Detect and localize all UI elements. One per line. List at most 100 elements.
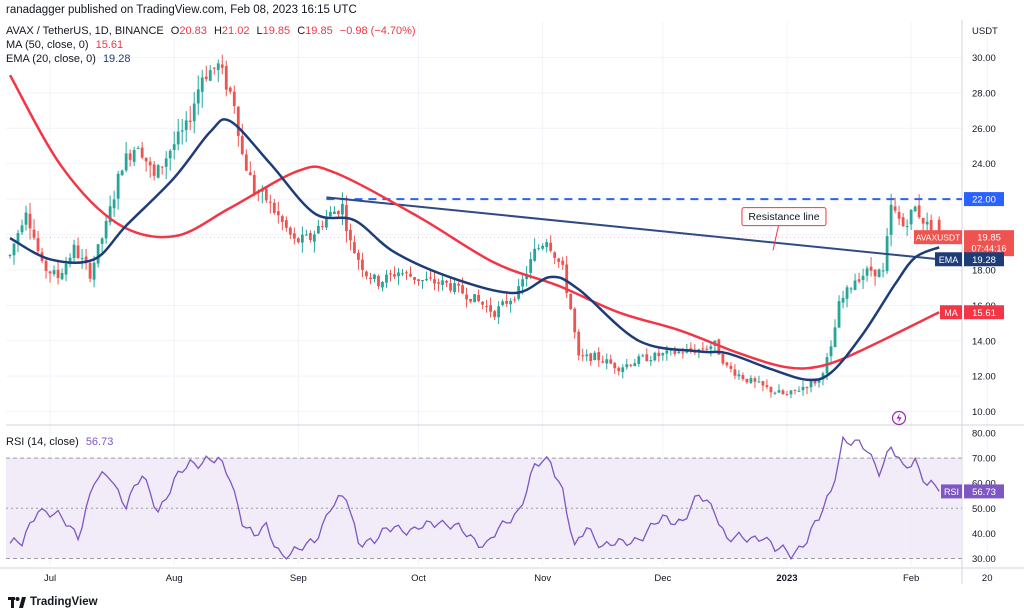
price-tick-label: 30.00	[972, 53, 996, 64]
candle-body	[136, 148, 140, 150]
candle-body	[673, 350, 677, 354]
ma-legend-label: MA (50, close, 0)	[6, 39, 89, 51]
trend-line	[326, 196, 940, 261]
ema-name-text: EMA	[939, 255, 959, 265]
ma-legend[interactable]: MA (50, close, 0) 15.61	[6, 39, 127, 51]
candle-body	[160, 166, 164, 168]
candle-body	[280, 216, 284, 222]
candle-body	[52, 270, 56, 275]
ohlc-open: O20.83	[170, 25, 207, 37]
candle-body	[124, 153, 128, 171]
last-price-tag	[964, 230, 1014, 257]
publish-info: ranadagger published on TradingView.com,…	[6, 4, 357, 16]
candle-body	[733, 369, 737, 376]
rsi-tick-label: 70.00	[972, 454, 996, 465]
candle-body	[60, 273, 64, 280]
candle-body	[905, 226, 909, 228]
ma-price-text: 15.61	[972, 308, 996, 319]
candle-body	[493, 311, 497, 318]
candle-body	[817, 378, 821, 383]
tradingview-logo[interactable]: TradingView	[8, 596, 98, 608]
candle-body	[68, 257, 72, 263]
time-tick-label: Aug	[166, 573, 183, 584]
candle-body	[505, 300, 509, 304]
candle-body	[545, 242, 549, 248]
rsi-tick-label: 60.00	[972, 479, 996, 490]
candle-body	[296, 238, 300, 243]
candle-body	[357, 252, 360, 260]
candle-body	[24, 212, 28, 225]
price-change: −0.98 (−4.70%)	[339, 25, 416, 37]
candle-body	[549, 242, 553, 251]
candle-body	[188, 120, 192, 123]
candle-body	[240, 136, 244, 155]
time-tick-label: Oct	[411, 573, 426, 584]
candle-body	[681, 352, 685, 354]
candle-body	[677, 351, 681, 354]
resistance-price-tag	[964, 192, 1004, 207]
candle-body	[64, 263, 68, 275]
candle-body	[921, 218, 925, 224]
price-tick-label: 18.00	[972, 265, 996, 276]
rsi-name-text: RSI	[944, 487, 959, 497]
candle-body	[881, 270, 885, 272]
candle-body	[625, 364, 629, 368]
candle-body	[581, 355, 585, 357]
candle-body	[196, 89, 200, 104]
candle-body	[132, 149, 136, 162]
candle-body	[509, 300, 513, 305]
candle-body	[441, 280, 444, 285]
candle-body	[893, 206, 897, 211]
candle-body	[92, 262, 96, 280]
candle-body	[409, 273, 412, 277]
candle-body	[72, 244, 76, 259]
candle-body	[841, 297, 845, 303]
tradingview-logo-text: TradingView	[30, 596, 98, 608]
candle-body	[925, 221, 929, 225]
candle-body	[761, 381, 765, 386]
candle-body	[228, 87, 232, 92]
candle-body	[128, 153, 132, 160]
candle-body	[365, 271, 368, 277]
candle-body	[665, 350, 669, 354]
rsi-legend[interactable]: RSI (14, close) 56.73	[6, 436, 113, 448]
candle-body	[36, 238, 40, 252]
candle-body	[252, 174, 256, 194]
candle-body	[605, 359, 609, 364]
candle-body	[12, 243, 16, 256]
symbol-legend[interactable]: AVAX / TetherUS, 1D, BINANCE O20.83 H21.…	[6, 25, 420, 37]
ma50-line	[8, 74, 940, 370]
candle-body	[200, 77, 204, 92]
candle-body	[292, 233, 296, 239]
ema-legend-value: 19.28	[102, 53, 131, 65]
candle-body	[701, 348, 705, 350]
symbol-name-tag	[914, 230, 962, 245]
candle-body	[717, 339, 721, 355]
candle-body	[272, 202, 276, 213]
candle-body	[865, 268, 869, 276]
candle-body	[204, 76, 208, 80]
candle-body	[897, 212, 901, 219]
candle-body	[437, 282, 440, 284]
candle-body	[853, 280, 857, 290]
time-tick-label: 2023	[776, 573, 797, 584]
candle-body	[224, 66, 228, 90]
candle-body	[661, 353, 665, 356]
candle-body	[873, 269, 877, 277]
price-tick-label: 14.00	[972, 336, 996, 347]
candle-body	[857, 279, 861, 282]
symbol-title: AVAX / TetherUS, 1D, BINANCE	[6, 25, 164, 37]
candle-body	[653, 352, 657, 361]
candle-body	[401, 273, 404, 275]
candle-body	[909, 209, 913, 225]
ema-legend[interactable]: EMA (20, close, 0) 19.28	[6, 53, 134, 65]
candle-body	[445, 280, 448, 283]
candle-body	[833, 327, 837, 348]
candle-body	[937, 219, 941, 238]
candle-body	[597, 352, 601, 361]
candle-body	[537, 248, 541, 250]
time-tick-label: 20	[982, 573, 993, 584]
candle-body	[320, 226, 324, 228]
ema-price-tag	[964, 252, 1004, 267]
resistance-price-text: 22.00	[972, 195, 996, 206]
